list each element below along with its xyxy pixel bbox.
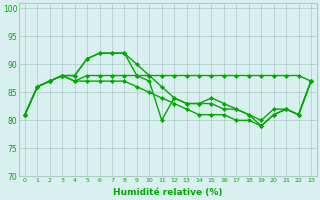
X-axis label: Humidité relative (%): Humidité relative (%) [113,188,223,197]
